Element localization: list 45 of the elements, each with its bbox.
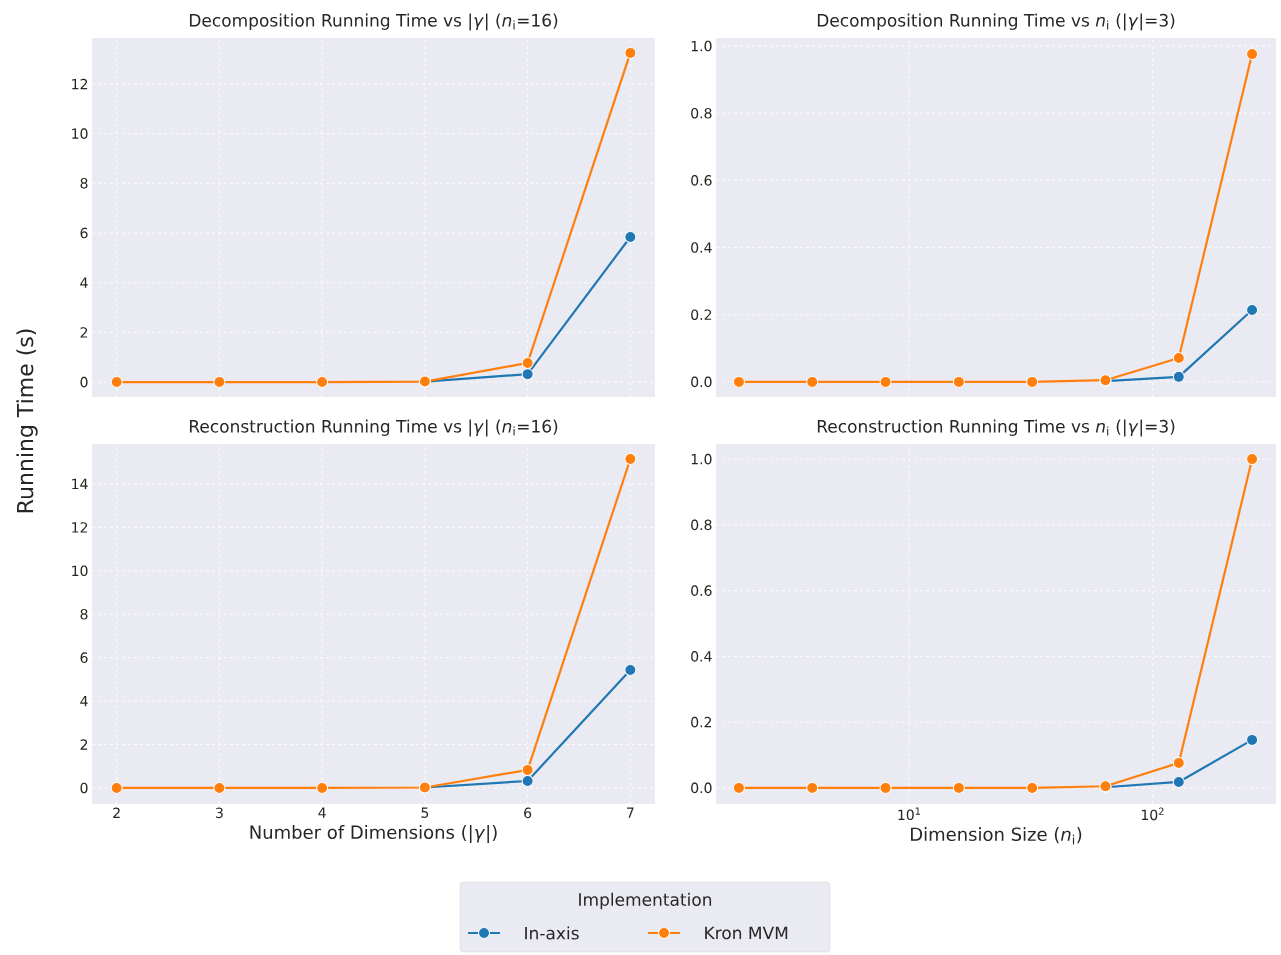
chart-title: Reconstruction Running Time vs n$_{i}$ (|γ|=3): [817, 419, 1175, 437]
y-tick-label: 0.4: [691, 242, 712, 253]
y-tick-label: 0: [80, 782, 88, 794]
x-tick-label: 10$^{2}$: [1141, 807, 1164, 821]
y-tick-label: 4: [80, 695, 88, 707]
y-tick-label: 12: [72, 78, 88, 90]
y-tick-label: 10: [72, 128, 88, 139]
legend-label: In-axis: [525, 926, 579, 940]
x-tick-label: 6: [524, 807, 532, 819]
y-tick-label: 0.8: [691, 519, 712, 531]
y-axis-title: Running Time (s): [16, 329, 38, 513]
y-tick-label: 0.4: [691, 651, 712, 662]
y-tick-label: 10: [72, 565, 88, 577]
chart-title: Reconstruction Running Time vs |γ| (n$_{i}$=16): [189, 419, 558, 437]
chart-title: Decomposition Running Time vs |γ| (n$_{i}$=16): [189, 13, 558, 31]
y-tick-label: 4: [80, 277, 88, 288]
y-tick-label: 0.2: [691, 716, 712, 728]
x-tick-label: 3: [216, 807, 223, 819]
y-tick-label: 0.6: [691, 175, 712, 186]
y-tick-label: 8: [80, 608, 88, 620]
legend-label: Kron MVM: [705, 926, 788, 940]
y-tick-label: 12: [72, 522, 88, 533]
y-tick-label: 2: [80, 327, 88, 338]
y-tick-label: 0.2: [691, 309, 712, 321]
x-axis-title: Number of Dimensions (|γ|): [250, 824, 497, 843]
y-tick-label: 0.0: [691, 782, 712, 794]
y-tick-label: 0.8: [691, 107, 712, 119]
chart-title: Decomposition Running Time vs n$_{i}$ (|γ|=3): [817, 13, 1175, 31]
y-tick-label: 8: [80, 178, 88, 189]
y-tick-label: 2: [80, 739, 88, 750]
y-tick-label: 14: [72, 478, 88, 490]
x-tick-label: 2: [113, 807, 120, 818]
y-tick-label: 1.0: [691, 40, 712, 52]
x-tick-label: 5: [421, 807, 429, 818]
y-tick-label: 1.0: [691, 453, 712, 465]
x-tick-label: 4: [318, 807, 326, 818]
y-tick-label: 6: [80, 652, 88, 663]
x-tick-label: 7: [627, 807, 634, 818]
y-tick-label: 0.0: [691, 376, 712, 388]
legend-title: Implementation: [579, 892, 712, 910]
x-tick-label: 10$^{1}$: [898, 807, 921, 821]
y-tick-label: 0.6: [691, 585, 712, 596]
y-tick-label: 6: [80, 227, 88, 239]
x-axis-title: Dimension Size (n$_{i}$): [911, 827, 1082, 845]
y-tick-label: 0: [80, 376, 88, 388]
